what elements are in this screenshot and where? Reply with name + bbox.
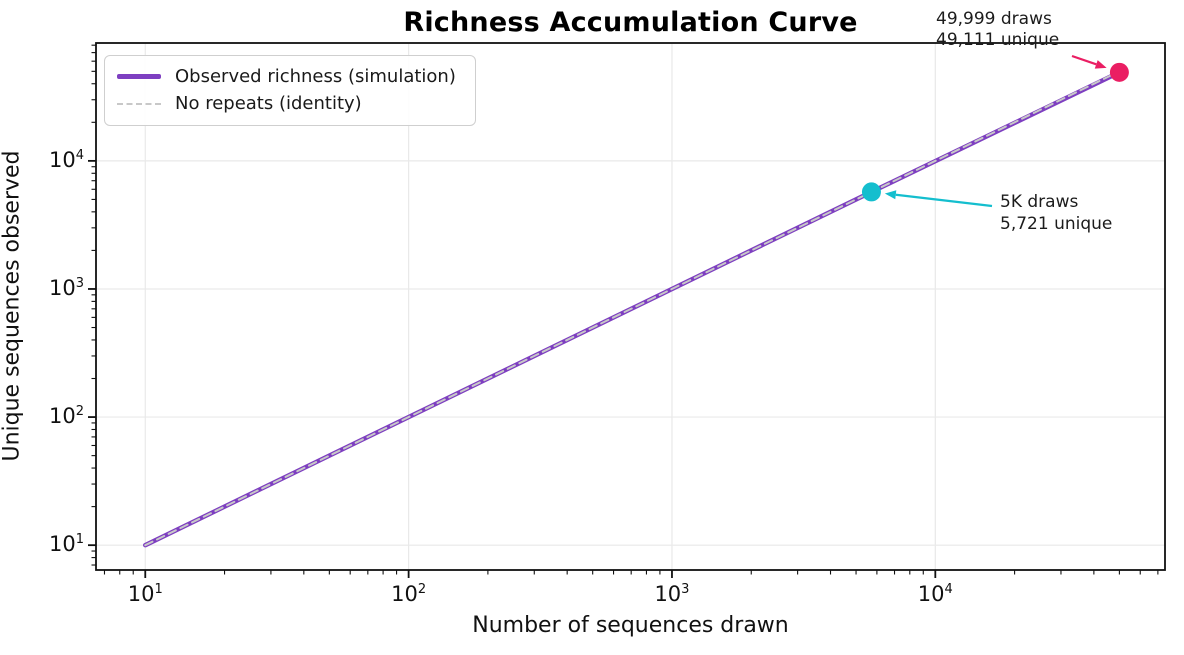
legend: Observed richness (simulation) No repeat… [104, 55, 476, 126]
annotation-final-point: 49,999 draws 49,111 unique [936, 9, 1059, 51]
y-tick-label: 103 [48, 275, 84, 300]
legend-label-identity: No repeats (identity) [175, 93, 362, 114]
x-axis-label: Number of sequences drawn [472, 613, 789, 638]
annotation-arrowhead-checkpoint-callout [884, 190, 897, 200]
annotation-arrowhead-final-point-callout [1094, 60, 1107, 69]
annotation-arrow-final-point-callout [1071, 54, 1097, 66]
annotation-final-line1: 49,999 draws [936, 9, 1052, 29]
series-line-identity [144, 70, 1121, 547]
y-tick-label: 101 [48, 531, 84, 556]
y-tick-label: 104 [48, 147, 84, 172]
marker-checkpoint-5k [861, 182, 881, 202]
x-tick-label: 101 [127, 582, 163, 606]
y-axis-label: Unique sequences observed [0, 150, 25, 462]
annotation-5k-checkpoint: 5K draws 5,721 unique [1000, 191, 1112, 235]
x-tick-label: 103 [654, 582, 690, 606]
legend-item-observed: Observed richness (simulation) [117, 63, 463, 90]
x-tick-label: 104 [917, 582, 953, 606]
y-tick-label: 102 [48, 403, 84, 428]
marker-final-draw [1109, 62, 1129, 82]
legend-item-identity: No repeats (identity) [117, 90, 463, 117]
legend-label-observed: Observed richness (simulation) [175, 66, 456, 87]
chart-title: Richness Accumulation Curve [403, 7, 858, 38]
legend-swatch-identity-line [117, 102, 161, 105]
plot-border [95, 42, 1166, 571]
x-tick-label: 102 [391, 582, 427, 606]
annotation-final-line2: 49,111 unique [936, 30, 1060, 50]
annotation-5k-line2: 5,721 unique [1000, 214, 1113, 234]
legend-swatch-observed-line [117, 74, 161, 79]
annotation-5k-line1: 5K draws [1000, 192, 1079, 212]
annotation-arrow-checkpoint-callout [895, 193, 993, 208]
